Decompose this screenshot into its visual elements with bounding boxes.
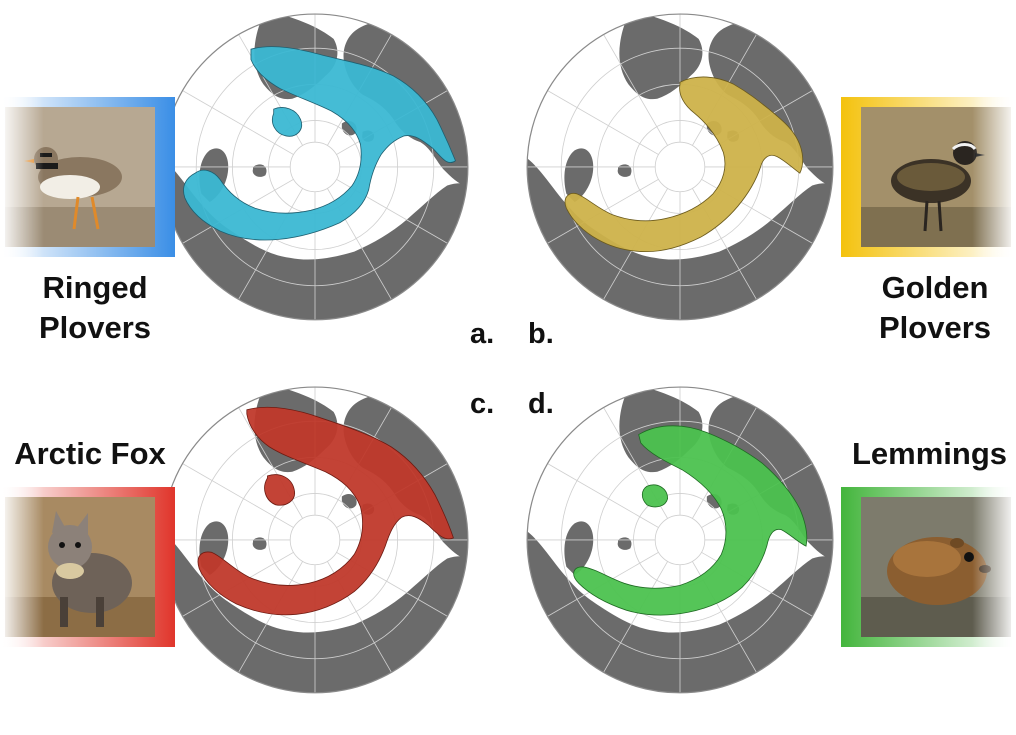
range-area-d	[573, 425, 808, 616]
species-label-a-line2: Plovers	[38, 310, 151, 345]
photo-band-golden-plover	[841, 97, 1016, 257]
range-map-b	[525, 12, 835, 357]
range-area-a	[183, 46, 456, 241]
species-label-b-line1: Golden	[881, 270, 989, 305]
lemming-icon	[841, 487, 1016, 647]
range-map-d	[525, 385, 835, 730]
species-label-a: Ringed Plovers	[10, 268, 180, 348]
golden-plover-icon	[841, 97, 1016, 257]
range-map-a	[160, 12, 470, 357]
panel-letter-d: d.	[528, 388, 554, 420]
panel-letter-c: c.	[470, 388, 495, 420]
panel-letter-a: a.	[470, 318, 495, 350]
panel-letter-b: b.	[528, 318, 554, 350]
photo-band-arctic-fox	[0, 487, 175, 647]
species-label-b-line2: Plovers	[878, 310, 991, 345]
ringed-plover-icon	[0, 97, 175, 257]
range-area-b	[564, 76, 804, 253]
species-label-c-line1: Arctic Fox	[14, 436, 166, 471]
species-label-b: Golden Plovers	[850, 268, 1016, 348]
range-area-c	[197, 406, 454, 616]
photo-band-lemming	[841, 487, 1016, 647]
arctic-fox-icon	[0, 487, 175, 647]
range-map-c	[160, 385, 470, 730]
photo-band-ringed-plover	[0, 97, 175, 257]
species-label-c: Arctic Fox	[0, 434, 180, 474]
species-label-d: Lemmings	[842, 434, 1016, 474]
species-label-a-line1: Ringed	[42, 270, 148, 305]
species-label-d-line1: Lemmings	[851, 436, 1008, 471]
